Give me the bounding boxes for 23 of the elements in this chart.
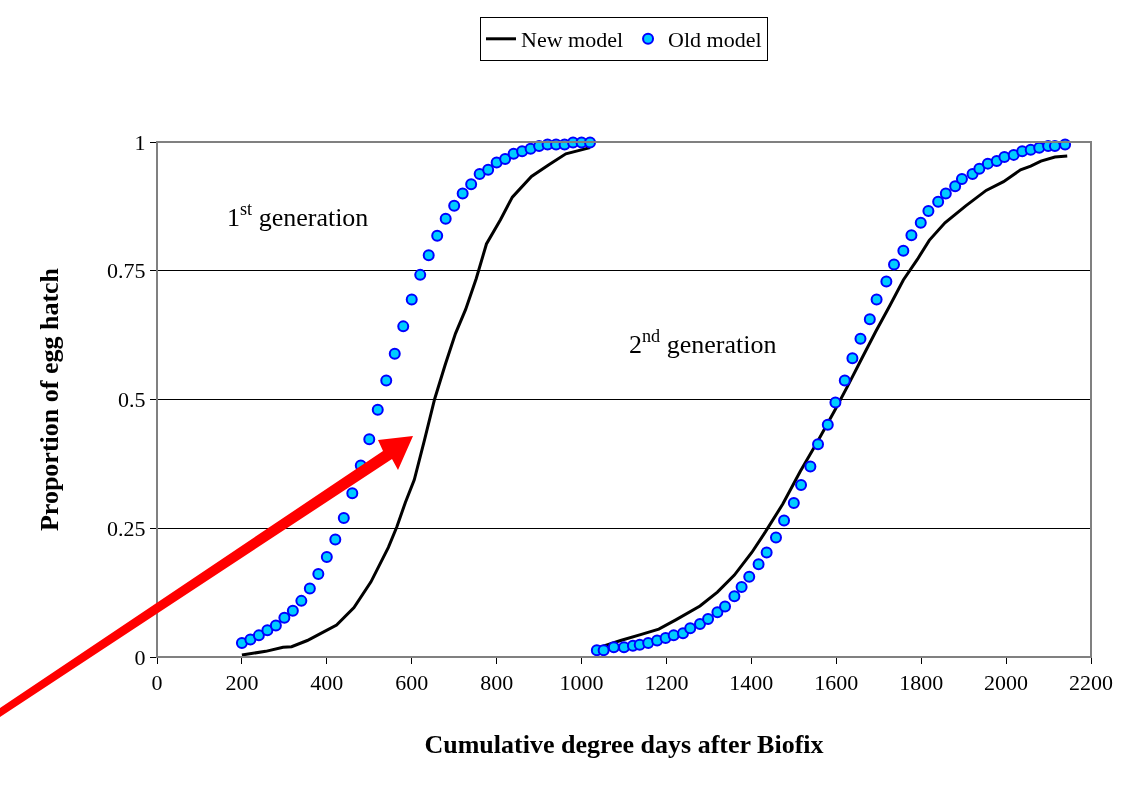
x-tick-label: 200 — [225, 670, 259, 696]
x-tick-label: 600 — [395, 670, 429, 696]
x-tick-label: 400 — [310, 670, 344, 696]
x-tick-label: 2200 — [1069, 670, 1113, 696]
y-tick-label: 1 — [134, 129, 146, 155]
x-tick-label: 1000 — [559, 670, 604, 696]
x-tick-label: 1800 — [899, 670, 944, 696]
y-tick-label: 0.5 — [118, 387, 146, 413]
legend-label: Old model — [668, 27, 762, 53]
legend-label: New model — [521, 27, 624, 53]
x-axis-title: Cumulative degree days after Biofix — [424, 730, 824, 760]
annotation: 1$^{st}$ generation — [227, 199, 369, 232]
y-axis-title: Proportion of egg hatch — [35, 267, 65, 532]
y-tick-label: 0.75 — [107, 258, 146, 284]
annotation: 2$^{nd}$ generation — [629, 326, 777, 359]
x-tick-label: 800 — [480, 670, 514, 696]
x-tick-label: 2000 — [984, 670, 1029, 696]
x-tick-label: 1200 — [644, 670, 689, 696]
x-tick-label: 1400 — [729, 670, 774, 696]
x-tick-label: 1600 — [814, 670, 859, 696]
x-tick-label: 0 — [151, 670, 163, 696]
y-tick-label: 0.25 — [107, 515, 146, 541]
y-tick-label: 0 — [134, 644, 146, 670]
